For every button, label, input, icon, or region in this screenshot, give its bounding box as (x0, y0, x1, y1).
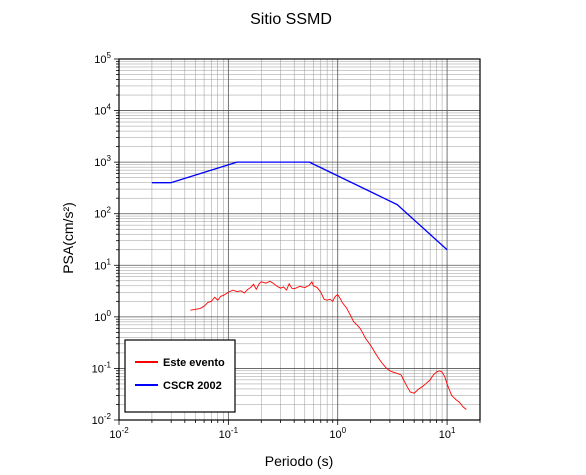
legend-box (124, 339, 236, 413)
x-tick-label: 10-2 (109, 426, 129, 441)
x-tick-label: 101 (439, 426, 456, 441)
series-line-0 (190, 280, 467, 410)
y-tick-label: 100 (94, 309, 111, 324)
legend: Este evento CSCR 2002 (124, 339, 236, 413)
x-tick-label: 100 (329, 426, 346, 441)
series-layer (151, 161, 467, 410)
y-tick-label: 104 (94, 103, 111, 118)
y-tick-label: 105 (94, 51, 111, 66)
legend-label-cscr-2002: CSCR 2002 (163, 380, 222, 392)
x-tick-label: 10-1 (219, 426, 239, 441)
series-line-1 (151, 161, 448, 251)
y-tick-label: 103 (94, 154, 111, 169)
y-tick-label: 10-1 (92, 360, 112, 375)
legend-label-este-evento: Este evento (163, 357, 225, 369)
x-axis-title: Periodo (s) (265, 453, 333, 469)
y-tick-labels: 10-2 10-1 100 101 102 103 104 105 (92, 51, 112, 427)
y-axis-title: PSA(cm/s²) (60, 202, 76, 274)
y-tick-label: 102 (94, 206, 111, 221)
minor-gridlines (119, 59, 481, 420)
chart-title: Sitio SSMD (250, 11, 332, 28)
plot-frame (118, 58, 481, 421)
x-tick-labels: 10-2 10-1 100 101 (109, 426, 456, 441)
y-tick-label: 101 (94, 257, 111, 272)
y-tick-label: 10-2 (92, 412, 112, 427)
